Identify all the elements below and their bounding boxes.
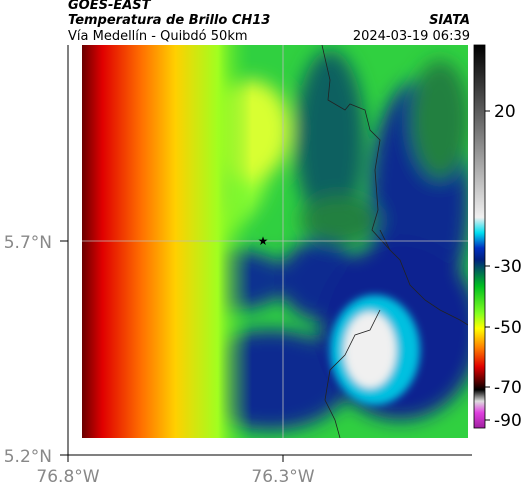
y-label: 5.2°N [4, 447, 52, 467]
source: SIATA [429, 13, 470, 28]
route: Vía Medellín - Quibdó 50km [68, 29, 248, 44]
y-label: 5.7°N [4, 233, 52, 253]
satellite-image: ★ [82, 45, 468, 438]
satellite: GOES-EAST [68, 0, 152, 13]
tick-label: -50 [494, 318, 522, 338]
x-label: 76.8°W [36, 467, 99, 487]
tick-label: -30 [494, 257, 522, 277]
city-marker: ★ [258, 234, 269, 248]
tick-label: -70 [494, 378, 522, 398]
tick-label: 20 [494, 102, 516, 122]
product: Temperatura de Brillo CH13 [68, 13, 270, 28]
colorbar-ticks: 20 -30 -50 -70 -90 [485, 102, 522, 431]
colorbar [473, 44, 486, 429]
timestamp: 2024-03-19 06:39 [353, 29, 470, 44]
tick-label: -90 [494, 411, 522, 431]
x-label: 76.3°W [251, 467, 314, 487]
